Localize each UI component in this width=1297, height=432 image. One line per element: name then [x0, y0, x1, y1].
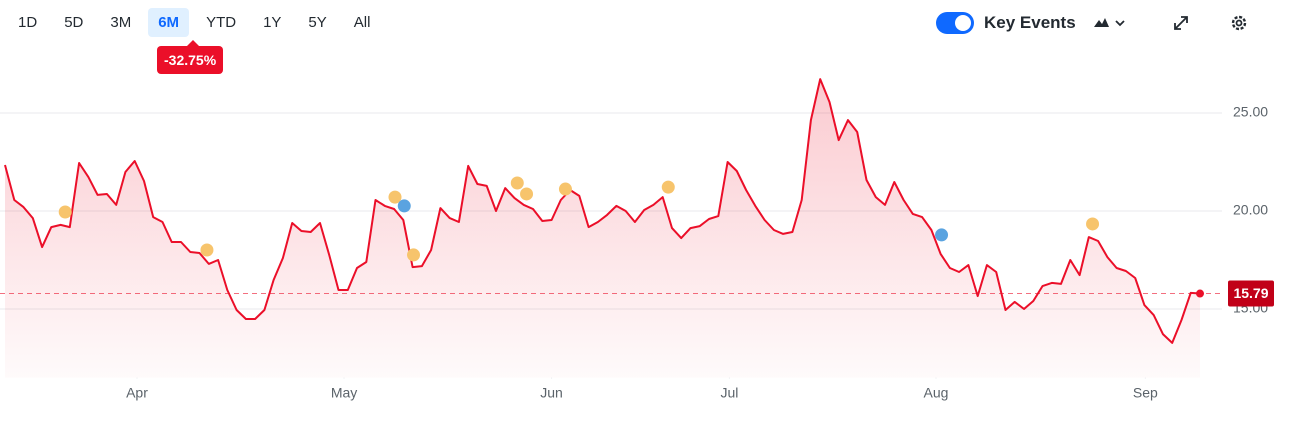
key-event: [200, 243, 214, 257]
range-button[interactable]: 5D: [64, 14, 84, 31]
x-tick-label: Jul: [720, 385, 738, 401]
key-events-label: Key Events: [984, 13, 1076, 32]
range-selector: 1D 5D 3M 6M YTD 1Y 5Y All: [8, 8, 387, 37]
last-price-dot: [1196, 289, 1204, 298]
range-button[interactable]: 6M: [148, 8, 190, 37]
range-button[interactable]: 1D: [18, 14, 38, 31]
change-badge: -32.75%: [157, 40, 224, 74]
last-price-badge: [1228, 280, 1274, 307]
y-tick-label: 20.00: [1233, 202, 1268, 218]
x-tick-label: May: [331, 385, 357, 401]
range-button[interactable]: 1Y: [263, 14, 282, 31]
key-event: [1086, 217, 1100, 231]
key-event: [58, 205, 72, 219]
price-area: [5, 79, 1200, 378]
range-button[interactable]: 5Y: [308, 14, 327, 31]
key-event: [661, 180, 675, 194]
y-tick-label: 25.00: [1233, 104, 1268, 120]
key-event: [388, 190, 402, 204]
x-tick-label: Apr: [126, 385, 148, 401]
fullscreen-button[interactable]: [1170, 12, 1192, 34]
price-line: [4, 78, 1201, 344]
x-tick-label: Aug: [924, 385, 949, 401]
settings-button[interactable]: [1228, 12, 1250, 34]
range-button[interactable]: 3M: [110, 14, 132, 31]
range-button[interactable]: All: [353, 14, 371, 31]
key-event: [520, 187, 534, 201]
last-price-label: 15.79: [1233, 285, 1268, 301]
key-events-toggle[interactable]: [936, 12, 974, 34]
key-event: [407, 248, 421, 262]
key-event: [397, 199, 411, 213]
chart-controls: Key Events: [936, 12, 1250, 34]
x-tick-label: Jun: [540, 385, 563, 401]
key-event: [510, 176, 524, 190]
x-tick-label: Sep: [1133, 385, 1158, 401]
range-button[interactable]: YTD: [206, 14, 237, 31]
key-event: [558, 182, 572, 196]
chart-type-button[interactable]: [1092, 12, 1132, 34]
key-event: [935, 228, 949, 242]
